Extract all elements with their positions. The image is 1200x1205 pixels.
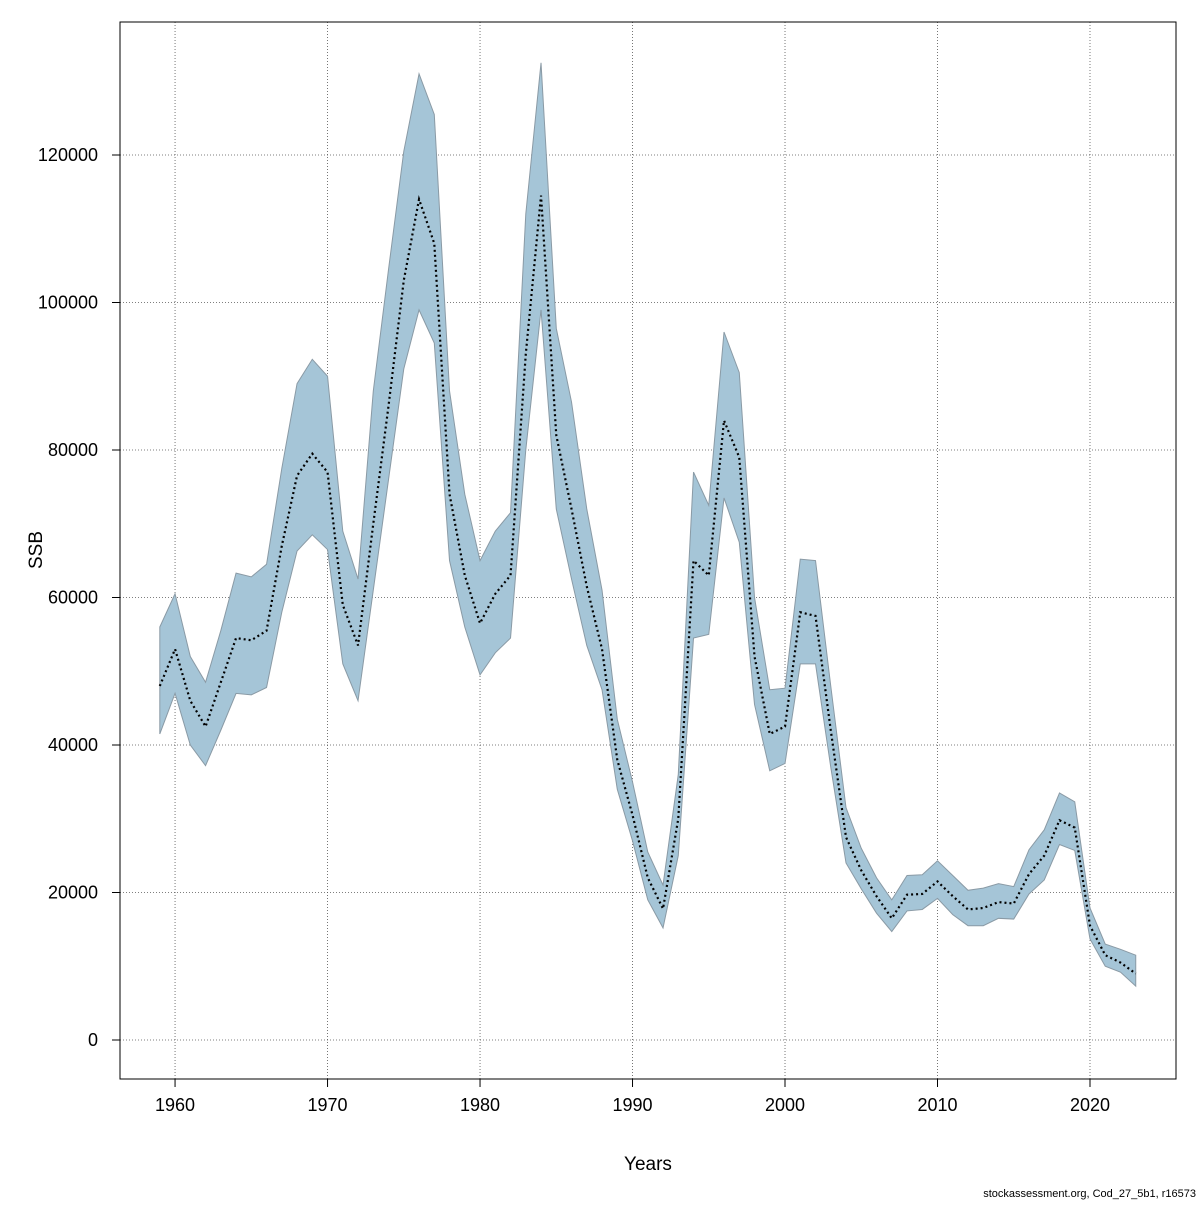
y-axis-label: SSB [26, 531, 47, 569]
footnote: stockassessment.org, Cod_27_5b1, r16573 [983, 1188, 1196, 1200]
ssb-line [158, 194, 1137, 975]
x-tick-label: 1960 [155, 1095, 195, 1115]
y-tick-label: 80000 [48, 440, 98, 460]
x-axis-label: Years [624, 1154, 672, 1175]
y-tick-label: 40000 [48, 735, 98, 755]
x-tick-label: 2000 [765, 1095, 805, 1115]
x-tick-label: 1980 [460, 1095, 500, 1115]
y-tick-label: 20000 [48, 883, 98, 903]
confidence-band [159, 62, 1137, 988]
plot-frame [119, 21, 1177, 1080]
x-tick-label: 1990 [612, 1095, 652, 1115]
y-tick-label: 100000 [38, 293, 98, 313]
y-tick-label: 0 [88, 1030, 98, 1050]
y-tick-label: 120000 [38, 145, 98, 165]
y-tick-label: 60000 [48, 588, 98, 608]
x-tick-label: 1970 [308, 1095, 348, 1115]
x-tick-label: 2010 [917, 1095, 957, 1115]
x-tick-label: 2020 [1070, 1095, 1110, 1115]
